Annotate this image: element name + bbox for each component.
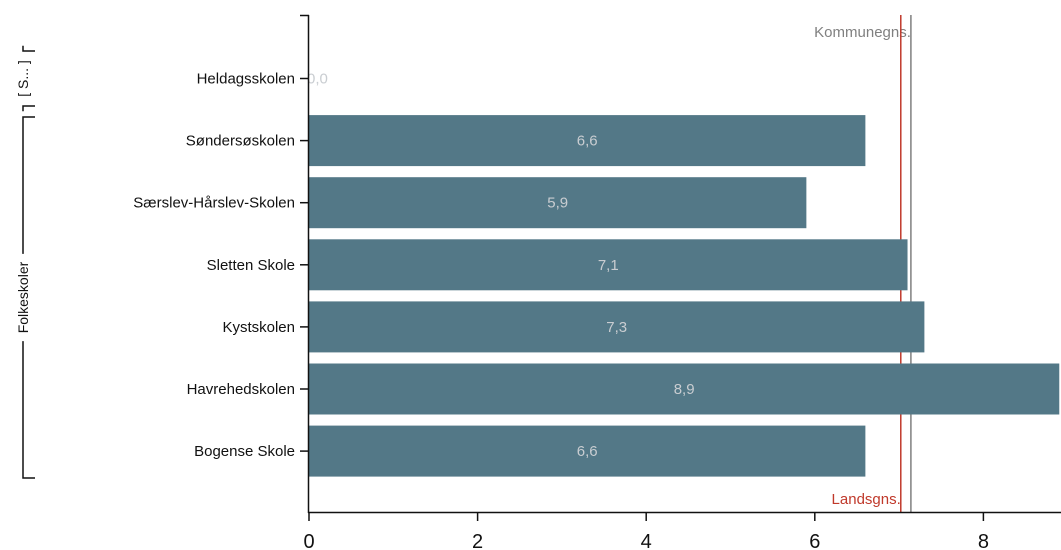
data-label: 8,9 <box>674 381 695 398</box>
x-tick-label: 8 <box>978 531 989 550</box>
bars: 0,0 6,6 5,9 7,1 7,3 8,9 6,6 <box>307 71 1060 477</box>
data-label: 7,3 <box>606 319 627 336</box>
group-bracket <box>22 116 35 254</box>
x-ticks: 0 2 4 6 8 <box>303 512 989 550</box>
x-tick-label: 6 <box>809 531 820 550</box>
data-label: 7,1 <box>598 257 619 274</box>
reference-line-label: Kommunegns. <box>814 24 911 41</box>
bar <box>309 301 925 353</box>
category-label: Heldagsskolen <box>197 71 295 88</box>
data-label: 5,9 <box>547 195 568 212</box>
bar <box>309 115 866 167</box>
data-label: 0,0 <box>307 71 328 88</box>
x-tick-label: 0 <box>303 531 314 550</box>
x-tick-label: 2 <box>472 531 483 550</box>
bar <box>309 177 807 229</box>
x-tick-label: 4 <box>641 531 652 550</box>
reference-line-label: Landsgns. <box>832 491 901 508</box>
group-bracket <box>22 45 35 52</box>
data-label: 6,6 <box>577 443 598 460</box>
category-label: Særslev-Hårslev-Skolen <box>133 195 295 212</box>
category-label: Bogense Skole <box>194 443 295 460</box>
bar <box>309 425 866 477</box>
category-label: Kystskolen <box>222 319 295 336</box>
group-bracket <box>22 341 35 479</box>
category-groups: [ S... ] Folkeskoler <box>15 45 35 479</box>
category-label: Søndersøskolen <box>186 133 295 150</box>
bar <box>309 239 908 291</box>
data-label: 6,6 <box>577 133 598 150</box>
category-labels: Heldagsskolen Søndersøskolen Særslev-Hårsl… <box>133 71 309 460</box>
group-bracket <box>22 105 35 112</box>
axes <box>300 14 1061 514</box>
category-label: Havrehedskolen <box>187 381 295 398</box>
bar <box>309 363 1060 415</box>
group-label: Folkeskoler <box>15 261 31 333</box>
category-label: Sletten Skole <box>207 257 295 274</box>
group-label: [ S... ] <box>15 60 31 97</box>
